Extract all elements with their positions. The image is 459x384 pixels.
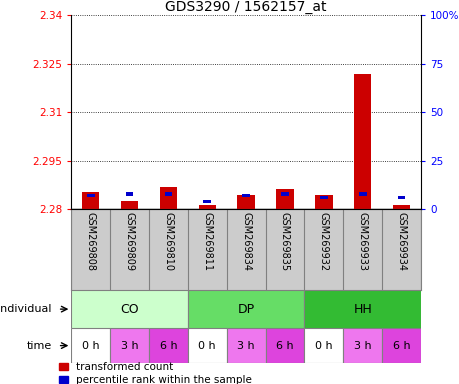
Bar: [242, 194, 249, 197]
Title: GDS3290 / 1562157_at: GDS3290 / 1562157_at: [165, 0, 326, 14]
Bar: [265, 328, 304, 363]
Text: individual: individual: [0, 304, 52, 314]
Text: DP: DP: [237, 303, 254, 316]
Text: GSM269834: GSM269834: [241, 212, 251, 271]
Bar: [149, 328, 187, 363]
Text: CO: CO: [120, 303, 139, 316]
Text: 0 h: 0 h: [198, 341, 216, 351]
Text: GSM269835: GSM269835: [280, 212, 289, 271]
Bar: [82, 192, 99, 209]
Bar: [87, 194, 95, 197]
Bar: [342, 328, 381, 363]
Bar: [381, 328, 420, 363]
Bar: [304, 290, 420, 328]
Text: GSM269809: GSM269809: [124, 212, 134, 271]
Text: GSM269934: GSM269934: [396, 212, 406, 271]
Text: 0 h: 0 h: [82, 341, 99, 351]
Bar: [275, 189, 293, 209]
Text: 3 h: 3 h: [237, 341, 254, 351]
Text: time: time: [27, 341, 52, 351]
Text: GSM269811: GSM269811: [202, 212, 212, 271]
Bar: [187, 328, 226, 363]
Bar: [164, 192, 172, 195]
Text: GSM269933: GSM269933: [357, 212, 367, 271]
Bar: [71, 290, 187, 328]
Bar: [353, 73, 370, 209]
Bar: [304, 328, 342, 363]
Bar: [392, 205, 409, 209]
Bar: [71, 328, 110, 363]
Bar: [319, 196, 327, 199]
Bar: [226, 328, 265, 363]
Bar: [314, 195, 332, 209]
Text: 3 h: 3 h: [121, 341, 138, 351]
Bar: [198, 205, 216, 209]
Bar: [280, 192, 288, 195]
Bar: [397, 196, 404, 199]
Text: GSM269808: GSM269808: [85, 212, 95, 271]
Text: 6 h: 6 h: [159, 341, 177, 351]
Bar: [110, 328, 149, 363]
Bar: [358, 192, 366, 195]
Text: 3 h: 3 h: [353, 341, 370, 351]
Bar: [187, 290, 304, 328]
Text: 0 h: 0 h: [314, 341, 332, 351]
Bar: [121, 201, 138, 209]
Legend: transformed count, percentile rank within the sample: transformed count, percentile rank withi…: [59, 362, 252, 384]
Text: GSM269810: GSM269810: [163, 212, 173, 271]
Bar: [159, 187, 177, 209]
Bar: [203, 200, 211, 203]
Text: HH: HH: [353, 303, 371, 316]
Text: 6 h: 6 h: [392, 341, 409, 351]
Bar: [125, 192, 133, 195]
Bar: [237, 195, 254, 209]
Text: GSM269932: GSM269932: [318, 212, 328, 271]
Text: 6 h: 6 h: [275, 341, 293, 351]
